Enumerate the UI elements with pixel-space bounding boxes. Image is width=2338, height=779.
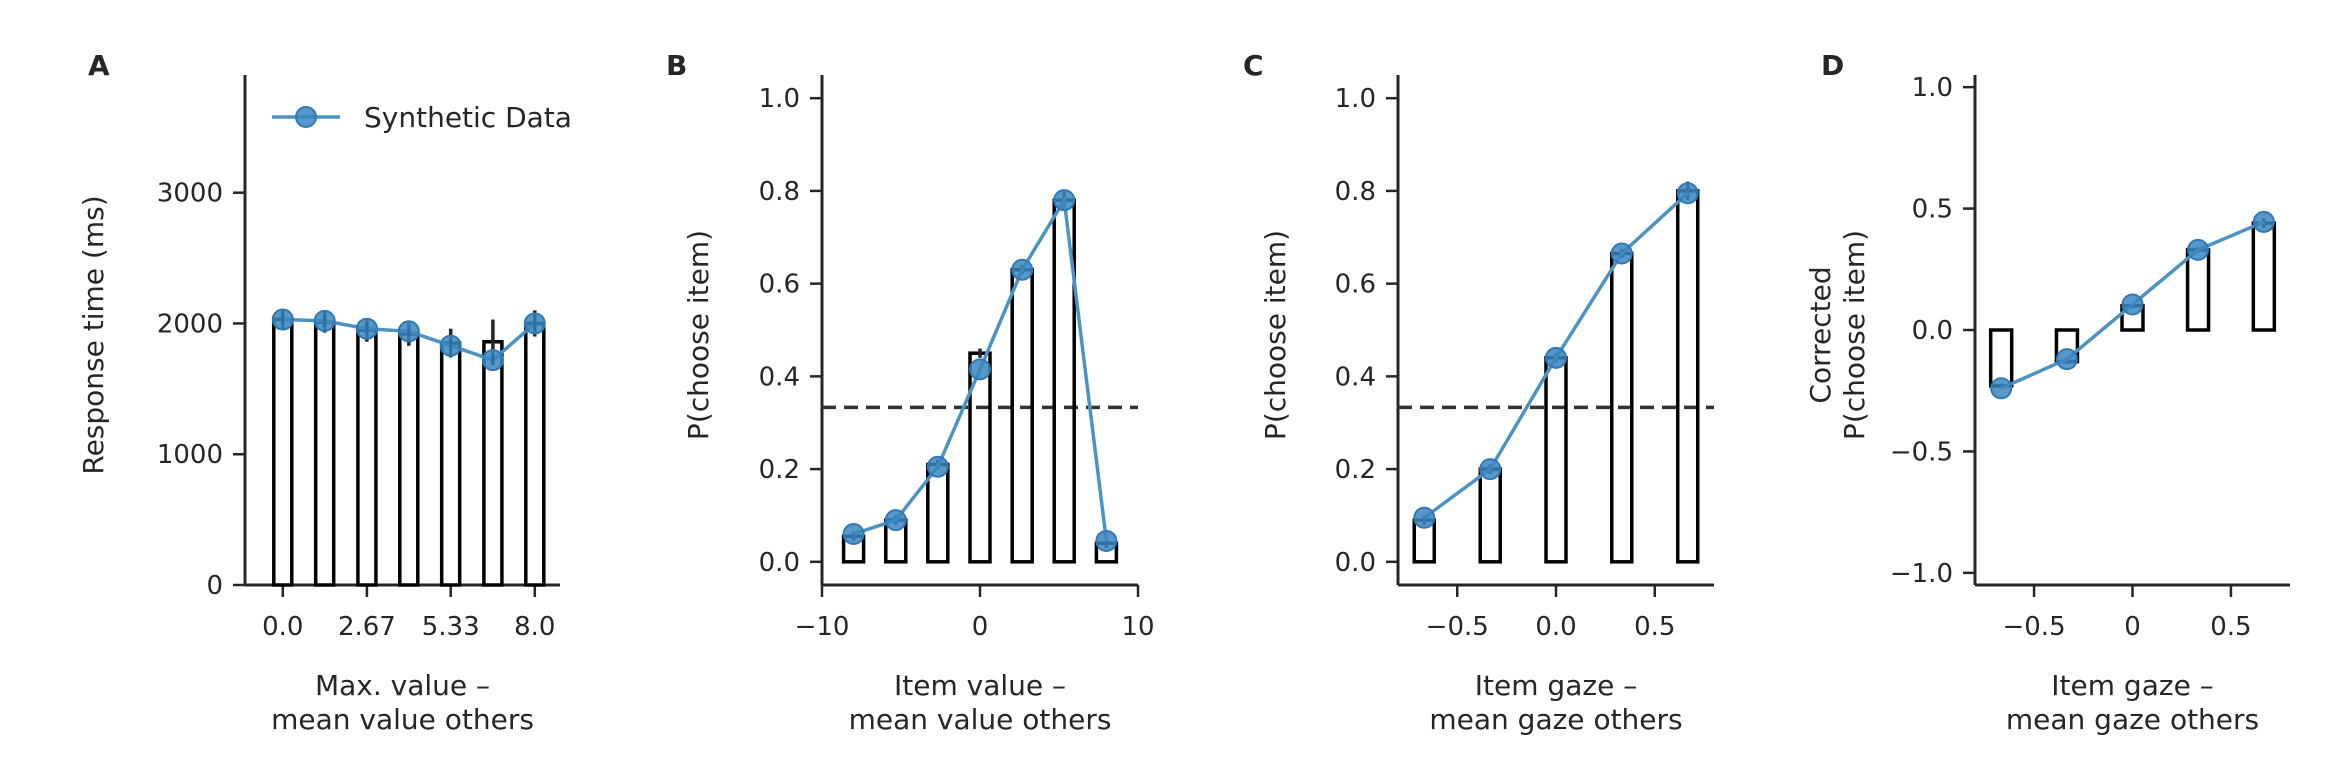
y-tick-label: 1.0 bbox=[1912, 73, 1953, 103]
x-tick-label: 0.5 bbox=[1634, 612, 1675, 642]
y-tick-label: 1000 bbox=[157, 440, 223, 470]
y-tick-label: 0.6 bbox=[759, 270, 800, 300]
x-tick-label: −0.5 bbox=[2002, 612, 2065, 642]
y-tick-label: 0.4 bbox=[1335, 362, 1376, 392]
panel-d: D −1.0 −0.5 0.0 0.5 1.0 −0.5 0 0.5 Item gaze –mea… bbox=[1804, 49, 2290, 736]
x-axis-label: Item value – bbox=[894, 669, 1066, 702]
x-axis-label: mean value others bbox=[849, 703, 1112, 736]
x-tick-label: 8.0 bbox=[514, 612, 555, 642]
x-tick-label: 5.33 bbox=[422, 612, 480, 642]
bar bbox=[524, 321, 546, 587]
y-axis-label: P(choose item) bbox=[1259, 230, 1292, 440]
y-tick-label: 0.8 bbox=[1335, 177, 1376, 207]
x-tick-label: 0.5 bbox=[2210, 612, 2251, 642]
series-point bbox=[969, 358, 991, 381]
x-tick-label: −10 bbox=[795, 612, 850, 642]
bar bbox=[1010, 267, 1034, 564]
series-point bbox=[842, 523, 865, 545]
y-tick-label: 0.8 bbox=[759, 177, 800, 207]
x-tick-label: 0.0 bbox=[262, 612, 303, 642]
series-point bbox=[2187, 238, 2210, 261]
x-tick-label: 0.0 bbox=[1535, 612, 1576, 642]
bar bbox=[272, 317, 294, 587]
series-point bbox=[1990, 377, 2013, 400]
x-axis-label: mean gaze others bbox=[1429, 703, 1682, 736]
y-tick-label: 0.2 bbox=[759, 455, 800, 485]
x-axis-label: Item gaze – bbox=[1475, 669, 1637, 702]
series-point bbox=[1545, 346, 1567, 369]
bar bbox=[313, 320, 336, 587]
x-axis-label: Max. value – bbox=[315, 669, 490, 702]
series-point bbox=[1053, 189, 1076, 212]
x-tick-label: −0.5 bbox=[1426, 612, 1489, 642]
x-axis-label: Item gaze – bbox=[2051, 669, 2213, 702]
bar bbox=[1478, 467, 1502, 564]
panel-c: C 0.0 0.2 0.4 0.6 0.8 1.0 −0.5 0.0 0.5 Item gaze –… bbox=[1243, 49, 1714, 736]
bar bbox=[1544, 356, 1568, 564]
y-tick-label: 0.0 bbox=[759, 548, 800, 578]
legend-label: Synthetic Data bbox=[364, 101, 572, 134]
x-tick-label: 0 bbox=[2124, 612, 2141, 642]
panel-letter: C bbox=[1243, 49, 1264, 82]
series-point bbox=[884, 509, 907, 532]
y-tick-label: 1.0 bbox=[1335, 84, 1376, 114]
bar bbox=[439, 341, 462, 587]
x-axis-label: mean gaze others bbox=[2006, 703, 2259, 736]
y-axis-label: Corrected bbox=[1804, 266, 1837, 403]
x-tick-label: 0 bbox=[972, 612, 989, 642]
legend-marker bbox=[295, 106, 317, 128]
bar bbox=[926, 462, 950, 564]
bar bbox=[398, 332, 420, 587]
y-tick-label: 0 bbox=[206, 571, 223, 601]
y-axis-label: Response time (ms) bbox=[77, 195, 110, 474]
y-tick-label: 0.4 bbox=[759, 362, 800, 392]
x-axis-label: mean value others bbox=[271, 703, 534, 736]
y-tick-label: 0.0 bbox=[1912, 316, 1953, 346]
panel-a: A 0 1000 2000 3000 0.0 2.67 5.33 8.0 Max. value –… bbox=[77, 49, 572, 736]
panel-letter: B bbox=[666, 49, 687, 82]
y-tick-label: 0.0 bbox=[1335, 548, 1376, 578]
series-point bbox=[1413, 506, 1436, 529]
series-point bbox=[1011, 258, 1034, 281]
y-axis-label: P(choose item) bbox=[1838, 230, 1871, 440]
y-tick-label: −1.0 bbox=[1890, 559, 1953, 589]
panel-b: B 0.0 0.2 0.4 0.6 0.8 1.0 −10 0 10 Item value –mea… bbox=[666, 49, 1155, 736]
y-tick-label: 0.6 bbox=[1335, 270, 1376, 300]
bar bbox=[356, 328, 378, 587]
series-point bbox=[2055, 348, 2078, 371]
y-axis-label: P(choose item) bbox=[682, 230, 715, 440]
series-point bbox=[1095, 529, 1118, 552]
y-tick-label: 0.2 bbox=[1335, 455, 1376, 485]
x-tick-label: 2.67 bbox=[338, 612, 396, 642]
series-point bbox=[1610, 242, 1633, 265]
bar bbox=[482, 340, 504, 587]
series-point bbox=[1676, 182, 1699, 205]
y-tick-label: −0.5 bbox=[1890, 437, 1953, 467]
y-tick-label: 3000 bbox=[157, 179, 223, 209]
series-point bbox=[1479, 458, 1502, 481]
legend: Synthetic Data bbox=[272, 101, 572, 134]
series-point bbox=[2252, 210, 2275, 233]
bar bbox=[1675, 189, 1700, 564]
y-tick-label: 2000 bbox=[157, 309, 223, 339]
series-point bbox=[926, 455, 949, 478]
x-tick-label: 10 bbox=[1121, 612, 1154, 642]
y-tick-label: 0.5 bbox=[1912, 195, 1953, 225]
y-tick-label: 1.0 bbox=[759, 84, 800, 114]
panel-letter: A bbox=[88, 49, 110, 82]
series-point bbox=[2121, 293, 2144, 316]
bar bbox=[2251, 221, 2277, 332]
panel-letter: D bbox=[1821, 49, 1844, 82]
bar bbox=[2185, 248, 2211, 332]
